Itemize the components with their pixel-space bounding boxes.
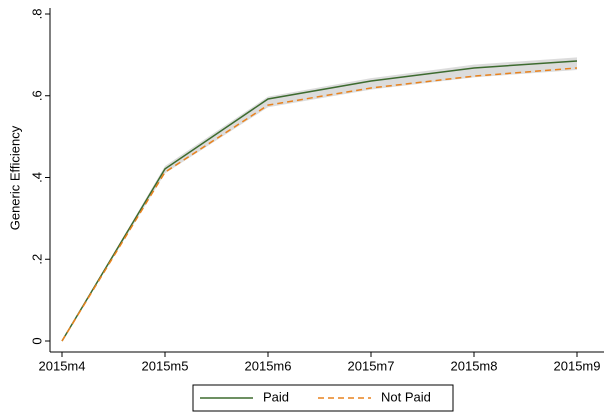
x-tick-label: 2015m4 bbox=[39, 358, 86, 373]
line bbox=[61, 60, 578, 342]
x-tick-label: 2015m8 bbox=[451, 358, 498, 373]
y-tick-label: 0 bbox=[29, 337, 44, 344]
line bbox=[61, 67, 578, 342]
x-tick-label: 2015m6 bbox=[245, 358, 292, 373]
y-tick-label: .2 bbox=[29, 254, 44, 265]
x-tick-label: 2015m5 bbox=[142, 358, 189, 373]
y-axis-label: Generic Efficiency bbox=[7, 125, 22, 230]
x-tick-label: 2015m7 bbox=[348, 358, 395, 373]
legend-label: Not Paid bbox=[381, 389, 431, 404]
x-tick-label: 2015m9 bbox=[554, 358, 601, 373]
y-tick-label: .6 bbox=[29, 90, 44, 101]
y-tick-label: .8 bbox=[29, 9, 44, 20]
y-tick-label: .4 bbox=[29, 172, 44, 183]
legend-label: Paid bbox=[263, 389, 289, 404]
